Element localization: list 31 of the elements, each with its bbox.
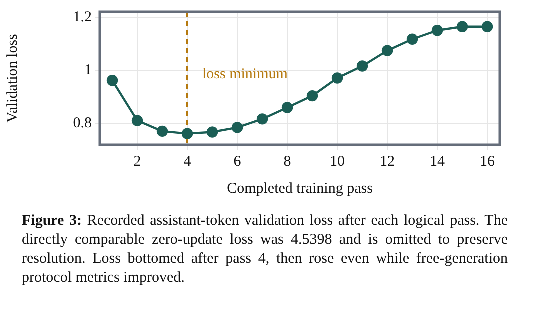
- y-axis-title: Validation loss: [4, 34, 21, 123]
- point: [132, 115, 144, 126]
- point: [432, 25, 444, 36]
- y-tick-label: 1.2: [73, 9, 92, 26]
- x-tick-label: 14: [430, 154, 446, 170]
- ref-line-label: loss minimum: [202, 66, 288, 82]
- caption: Figure 3: Recorded assistant-token validation loss after each logical pass. The directly comparable zero-update loss was 4.5398 and is omitted to preserve resolution. Loss bottomed after pass 4, then rose even while free-generation protocol metrics improved.: [22, 212, 508, 288]
- x-tick-label: 10: [330, 154, 345, 170]
- x-tick-label: 4: [184, 154, 192, 170]
- point: [332, 72, 344, 84]
- point: [482, 21, 494, 32]
- point: [232, 122, 244, 134]
- x-tick-label: 16: [480, 154, 496, 170]
- x-tick-label: 12: [380, 154, 395, 170]
- y-tick-label: 0.8: [73, 116, 92, 132]
- point: [206, 126, 218, 138]
- point: [256, 114, 268, 125]
- x-tick-label: 8: [284, 154, 292, 170]
- point: [382, 45, 394, 56]
- x-tick-label: 2: [134, 154, 142, 170]
- point: [356, 60, 368, 72]
- point: [406, 34, 418, 45]
- x-tick-label: 6: [234, 154, 242, 170]
- point: [456, 21, 468, 32]
- point: [106, 75, 118, 86]
- y-tick-label: 1: [84, 62, 92, 78]
- point: [156, 126, 168, 138]
- point: [306, 90, 318, 102]
- x-axis-title: Completed training pass: [227, 180, 374, 197]
- point: [282, 102, 294, 114]
- point: [182, 128, 194, 140]
